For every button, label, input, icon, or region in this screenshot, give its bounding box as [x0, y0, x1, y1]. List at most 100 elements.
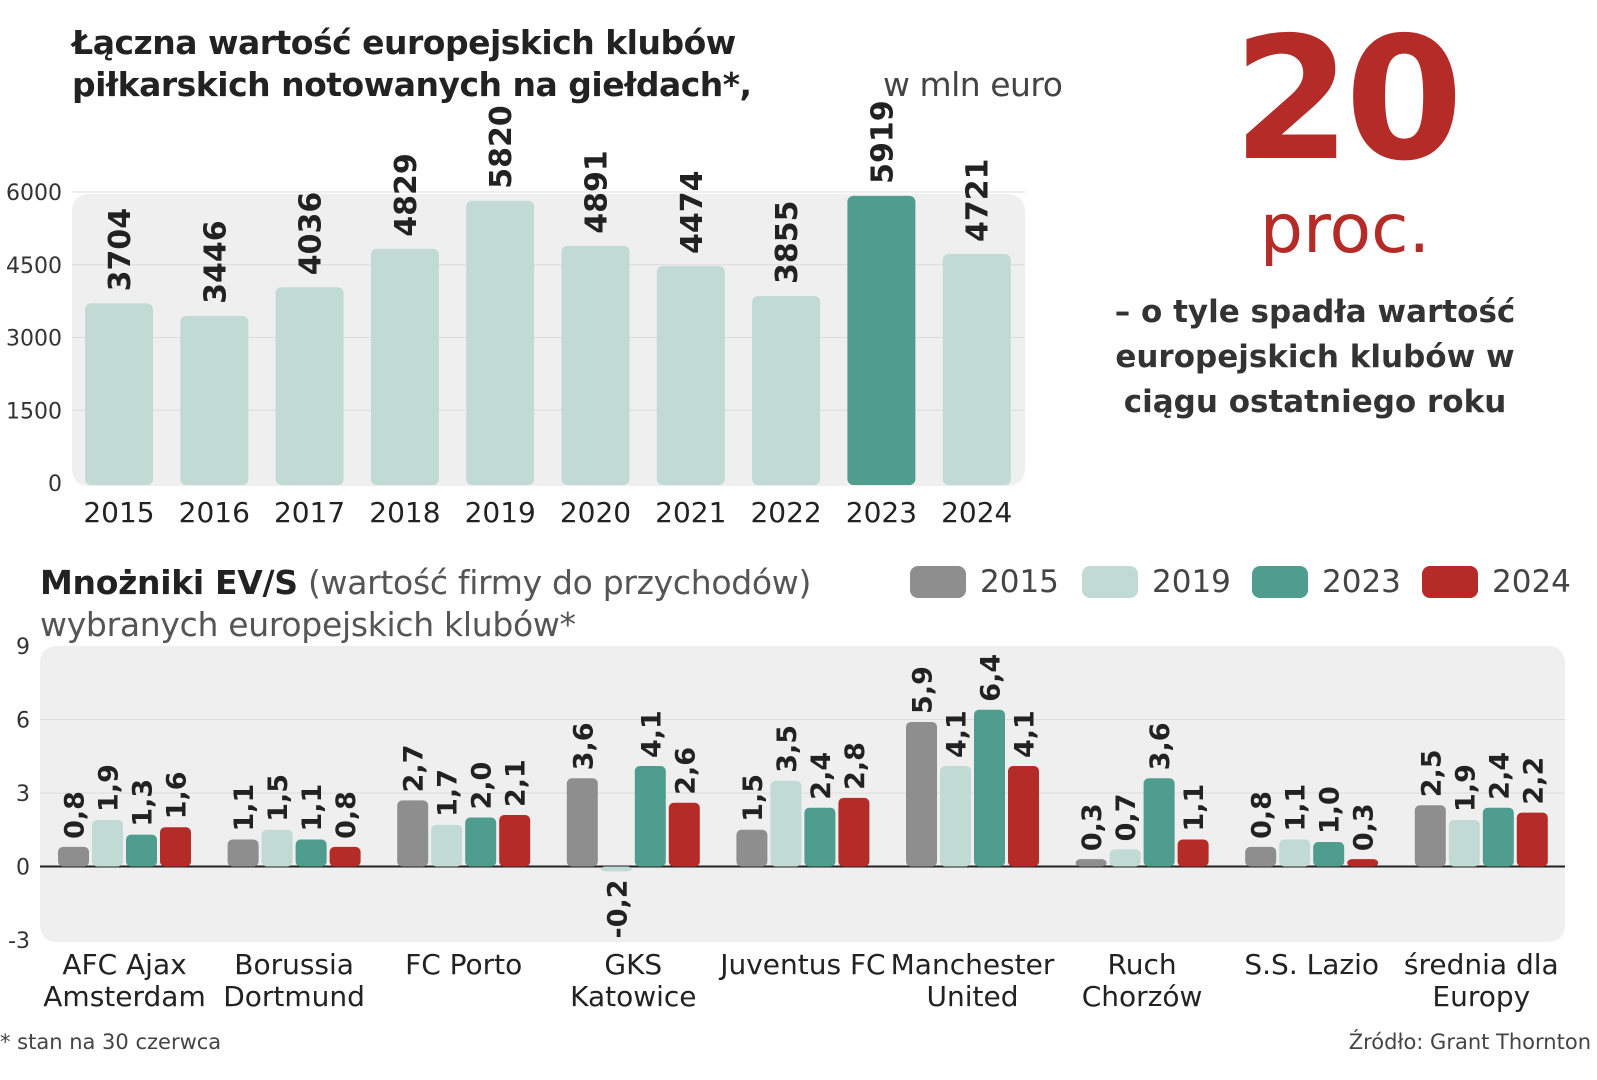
- chart1-data-label: 3855: [770, 201, 805, 285]
- chart2-bar-2024: [1347, 859, 1379, 867]
- chart2-bar-2019: [92, 819, 123, 867]
- chart2-category-label: Europy: [1432, 980, 1530, 1013]
- chart2-bar-2015: [736, 829, 768, 867]
- chart2-bar-2019: [600, 866, 632, 872]
- chart2-ytick-label: 9: [16, 635, 30, 660]
- chart2-data-label: 0,3: [1077, 803, 1108, 851]
- chart2-data-label: 1,9: [1450, 764, 1481, 812]
- chart2-data-label: 1,9: [94, 764, 125, 812]
- chart2-title-bold: Mnożniki EV/S: [40, 563, 298, 602]
- chart2-category-label: średnia dla: [1404, 948, 1559, 981]
- chart2-bar-2019: [1109, 849, 1141, 867]
- chart2-data-label: 2,7: [399, 745, 430, 793]
- chart2-data-label: 3,6: [1145, 722, 1176, 770]
- chart2-bar-2019: [431, 824, 463, 867]
- chart2-data-label: 1,1: [297, 784, 328, 832]
- chart1-xtick-label: 2019: [465, 496, 536, 529]
- highlight-text: – o tyle spadła wartość europejskich klu…: [1114, 294, 1516, 420]
- legend-label-2023: 2023: [1322, 564, 1401, 600]
- footnote: * stan na 30 czerwca: [0, 1030, 222, 1054]
- chart1-data-label: 3446: [198, 220, 233, 304]
- chart1-bar-2015: [85, 303, 153, 485]
- chart1-xtick-label: 2024: [941, 496, 1012, 529]
- chart1-data-label: 5820: [484, 105, 519, 189]
- chart2-category-label: FC Porto: [405, 948, 522, 981]
- chart2-bar-2015: [227, 839, 259, 867]
- chart2-data-label: 3,6: [568, 722, 599, 770]
- chart2-data-label: 0,7: [1111, 794, 1142, 842]
- chart1-xtick-label: 2018: [369, 496, 440, 529]
- chart2-data-label: 2,5: [1416, 749, 1447, 797]
- chart2-data-label: 2,2: [1518, 757, 1549, 805]
- chart2-category-label: GKS: [604, 948, 662, 981]
- chart1-data-label: 4829: [389, 153, 424, 237]
- chart2-bar-2023: [295, 839, 327, 867]
- chart1-xtick-label: 2021: [655, 496, 726, 529]
- chart2-bar-2024: [160, 827, 191, 867]
- chart1-bar-2022: [752, 296, 821, 485]
- chart2-bar-2015: [1414, 805, 1446, 867]
- chart2-bar-2019: [261, 829, 293, 867]
- chart2-bar-2019: [1448, 819, 1480, 867]
- chart2-bar-2015: [566, 778, 598, 867]
- chart2-bar-2024: [838, 797, 870, 867]
- chart1-data-label: 4474: [675, 171, 710, 255]
- chart1-bar-2016: [180, 315, 249, 485]
- chart2-bar-2024: [668, 802, 700, 867]
- chart2-data-label: 1,7: [433, 769, 464, 817]
- chart2-data-label: 1,0: [1315, 786, 1346, 834]
- chart2-data-label: 6,4: [976, 654, 1007, 702]
- chart2-bar-2015: [1245, 846, 1277, 867]
- chart1-svg: 0 1500 3000 4500 6000 3704 3446 4036 4829 5820 48…: [6, 100, 1025, 529]
- chart2-bar-2024: [1177, 839, 1209, 867]
- chart2-bar-2015: [1075, 859, 1107, 867]
- chart2-bar-2024: [499, 815, 531, 867]
- chart1-ytick-label: 1500: [6, 399, 62, 424]
- chart2-data-label: 5,9: [908, 666, 939, 714]
- chart2-data-label: 0,3: [1349, 803, 1380, 851]
- chart1-bar-2020: [561, 245, 630, 485]
- chart2-data-label: 1,6: [162, 771, 193, 819]
- legend-label-2015: 2015: [980, 564, 1059, 600]
- chart2-category-label: Manchester: [891, 948, 1055, 981]
- chart2-category-label: Dortmund: [223, 980, 365, 1013]
- source-note: Źródło: Grant Thornton: [1348, 1030, 1591, 1054]
- chart1-xtick-label: 2020: [560, 496, 631, 529]
- chart2-category-label: Chorzów: [1082, 980, 1203, 1013]
- chart2-data-label: 2,4: [1484, 752, 1515, 800]
- legend-label-2024: 2024: [1492, 564, 1571, 600]
- chart2-data-label: 1,1: [1281, 784, 1312, 832]
- chart2-ytick-label: 3: [16, 782, 30, 807]
- chart2-data-label: 3,5: [772, 725, 803, 773]
- chart2-data-label: 2,1: [501, 759, 532, 807]
- chart1-title-unit: w mln euro: [883, 65, 1063, 104]
- chart2-category-label: S.S. Lazio: [1244, 948, 1379, 981]
- legend-swatch-2024: [1422, 566, 1478, 598]
- chart2-bar-2023: [804, 807, 836, 867]
- chart1-data-label: 4036: [294, 192, 329, 276]
- chart1-data-label: 4891: [580, 150, 615, 234]
- chart2-bar-2024: [1516, 812, 1548, 867]
- legend-swatch-2015: [910, 566, 966, 598]
- chart1-title-bold: Łączna wartość europejskich klubów piłka…: [72, 23, 752, 104]
- chart2-category-label: Amsterdam: [43, 980, 205, 1013]
- chart2-data-label: 1,1: [1179, 784, 1210, 832]
- chart2-ytick-label: 0: [16, 856, 30, 881]
- chart1-bar-2024: [942, 254, 1011, 485]
- chart2-bar-2023: [465, 817, 497, 867]
- chart2-data-label: 0,8: [60, 791, 91, 839]
- chart2-bar-2023: [974, 709, 1005, 867]
- chart1-ytick-label: 3000: [6, 327, 62, 352]
- chart2-ytick-label: 6: [16, 709, 30, 734]
- chart2-data-label: 0,8: [331, 791, 362, 839]
- chart1-bar-2019: [466, 200, 535, 485]
- chart2-bar-2019: [770, 780, 802, 867]
- chart2-bar-2019: [940, 766, 971, 867]
- chart2-data-label: 4,1: [942, 710, 973, 758]
- chart1-bar-2018: [370, 248, 439, 485]
- chart2-data-label: 4,1: [1010, 710, 1041, 758]
- chart2-bar-2024: [1008, 766, 1039, 867]
- chart1-data-label: 5919: [865, 100, 900, 184]
- chart2-title-line2: wybranych europejskich klubów*: [40, 605, 576, 644]
